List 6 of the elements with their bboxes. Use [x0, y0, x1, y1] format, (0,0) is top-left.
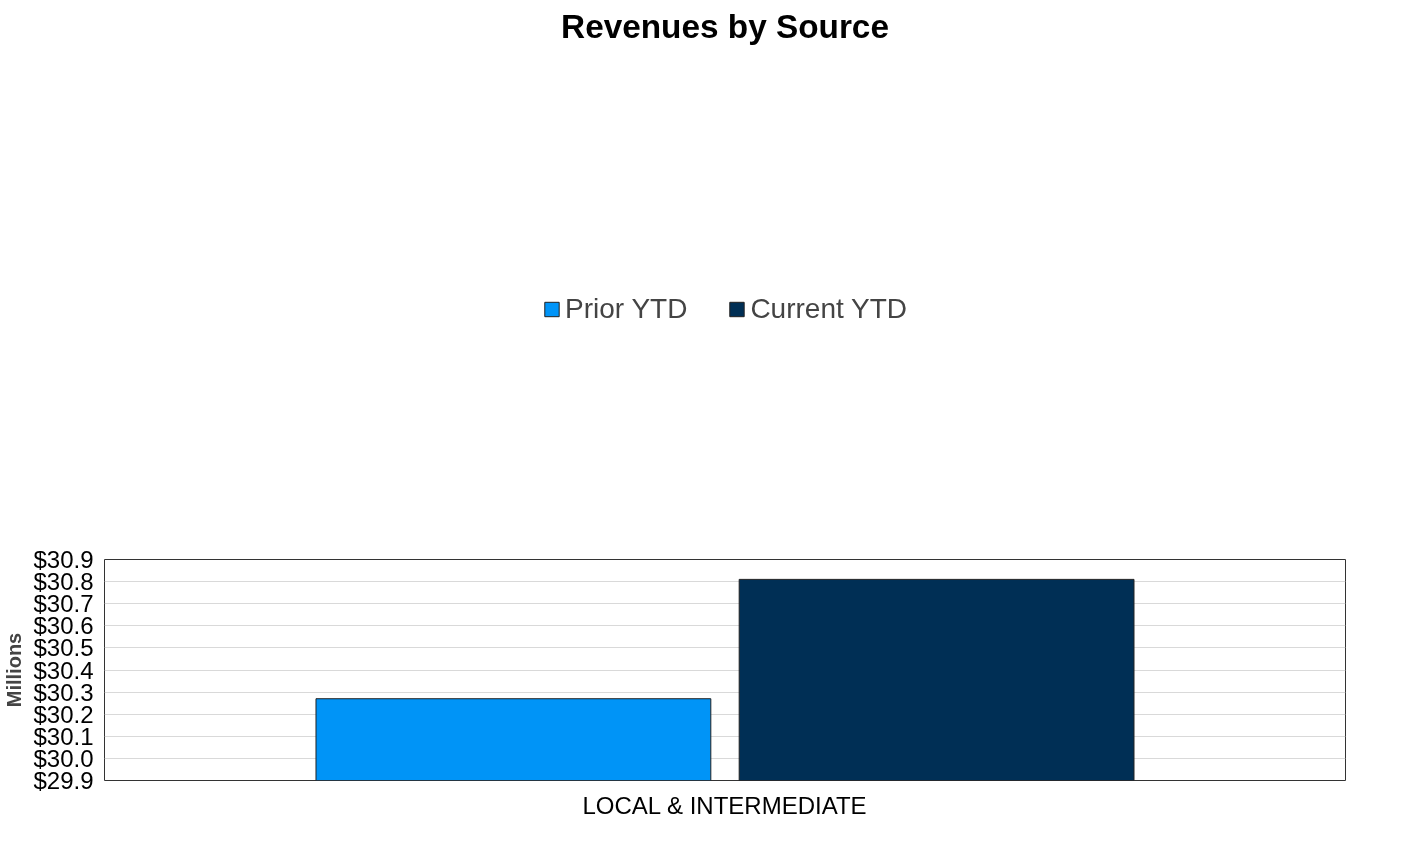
y-axis-title: Millions: [3, 632, 26, 708]
legend-label: Current YTD: [750, 293, 908, 325]
chart-title: Revenues by Source: [561, 7, 889, 45]
legend-label: Prior YTD: [564, 293, 688, 325]
x-tick-label: LOCAL & INTERMEDIATE: [582, 791, 867, 819]
y-tick-label: $30.9: [33, 546, 94, 573]
